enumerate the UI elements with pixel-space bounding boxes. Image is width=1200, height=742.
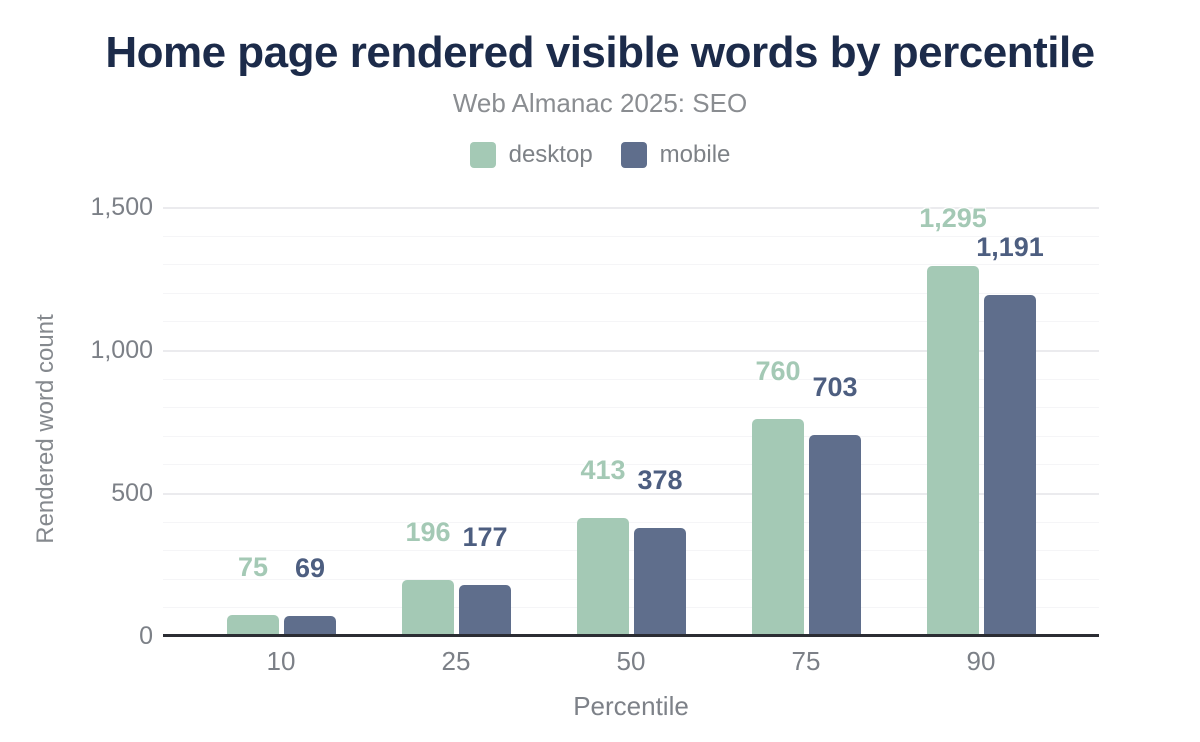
- bar-desktop-50[interactable]: [577, 518, 629, 636]
- y-tick-label-0: 0: [139, 622, 153, 650]
- value-label-mobile-90: 1,191: [976, 232, 1044, 262]
- bar-desktop-75[interactable]: [752, 419, 804, 636]
- legend-swatch-mobile-icon: [620, 142, 647, 168]
- value-label-mobile-10: 69: [294, 553, 326, 583]
- gridline-1400: [163, 236, 1099, 237]
- x-tick-label-75: 75: [791, 646, 821, 676]
- value-label-desktop-50: 413: [580, 455, 626, 485]
- gridline-1200: [163, 293, 1099, 294]
- bar-mobile-10[interactable]: [284, 616, 336, 636]
- value-label-desktop-75: 760: [755, 356, 801, 386]
- x-axis-line: [163, 634, 1099, 637]
- y-axis-title: Rendered word count: [32, 314, 59, 544]
- gridline-1100: [163, 321, 1099, 322]
- x-tick-label-25: 25: [441, 646, 471, 676]
- gridline-800: [163, 407, 1099, 408]
- gridline-600: [163, 464, 1099, 465]
- value-label-mobile-50: 378: [637, 465, 683, 495]
- gridline-900: [163, 379, 1099, 380]
- legend-item-mobile[interactable]: mobile: [620, 141, 731, 169]
- legend-label-desktop: desktop: [508, 141, 593, 168]
- x-axis-title: Percentile: [573, 691, 689, 721]
- gridline-300: [163, 550, 1099, 551]
- legend-item-desktop[interactable]: desktop: [469, 141, 593, 169]
- y-tick-label-500: 500: [111, 479, 153, 507]
- legend-swatch-desktop-icon: [469, 142, 496, 168]
- y-tick-label-1,000: 1,000: [90, 336, 153, 364]
- value-label-mobile-25: 177: [462, 522, 508, 552]
- bar-desktop-10[interactable]: [227, 615, 279, 636]
- gridline-200: [163, 579, 1099, 580]
- y-tick-label-1,500: 1,500: [90, 193, 153, 221]
- x-tick-label-50: 50: [616, 646, 646, 676]
- x-tick-label-90: 90: [966, 646, 996, 676]
- gridline-700: [163, 436, 1099, 437]
- chart-title: Home page rendered visible words by perc…: [105, 28, 1095, 77]
- value-label-mobile-75: 703: [812, 372, 858, 402]
- gridline-1500: [163, 207, 1099, 209]
- gridline-1000: [163, 350, 1099, 352]
- legend-label-mobile: mobile: [659, 141, 731, 168]
- value-label-desktop-10: 75: [237, 552, 269, 582]
- gridline-500: [163, 493, 1099, 495]
- gridline-100: [163, 607, 1099, 608]
- bar-mobile-50[interactable]: [634, 528, 686, 636]
- value-label-desktop-90: 1,295: [919, 203, 987, 233]
- legend: desktop mobile: [0, 141, 1200, 169]
- bar-desktop-90[interactable]: [927, 266, 979, 636]
- bar-mobile-90[interactable]: [984, 295, 1036, 636]
- bar-mobile-25[interactable]: [459, 585, 511, 636]
- gridline-1300: [163, 264, 1099, 265]
- value-label-desktop-25: 196: [405, 517, 451, 547]
- chart-subtitle: Web Almanac 2025: SEO: [452, 88, 748, 118]
- bar-desktop-25[interactable]: [402, 580, 454, 636]
- bar-mobile-75[interactable]: [809, 435, 861, 636]
- gridline-400: [163, 522, 1099, 523]
- x-tick-label-10: 10: [266, 646, 296, 676]
